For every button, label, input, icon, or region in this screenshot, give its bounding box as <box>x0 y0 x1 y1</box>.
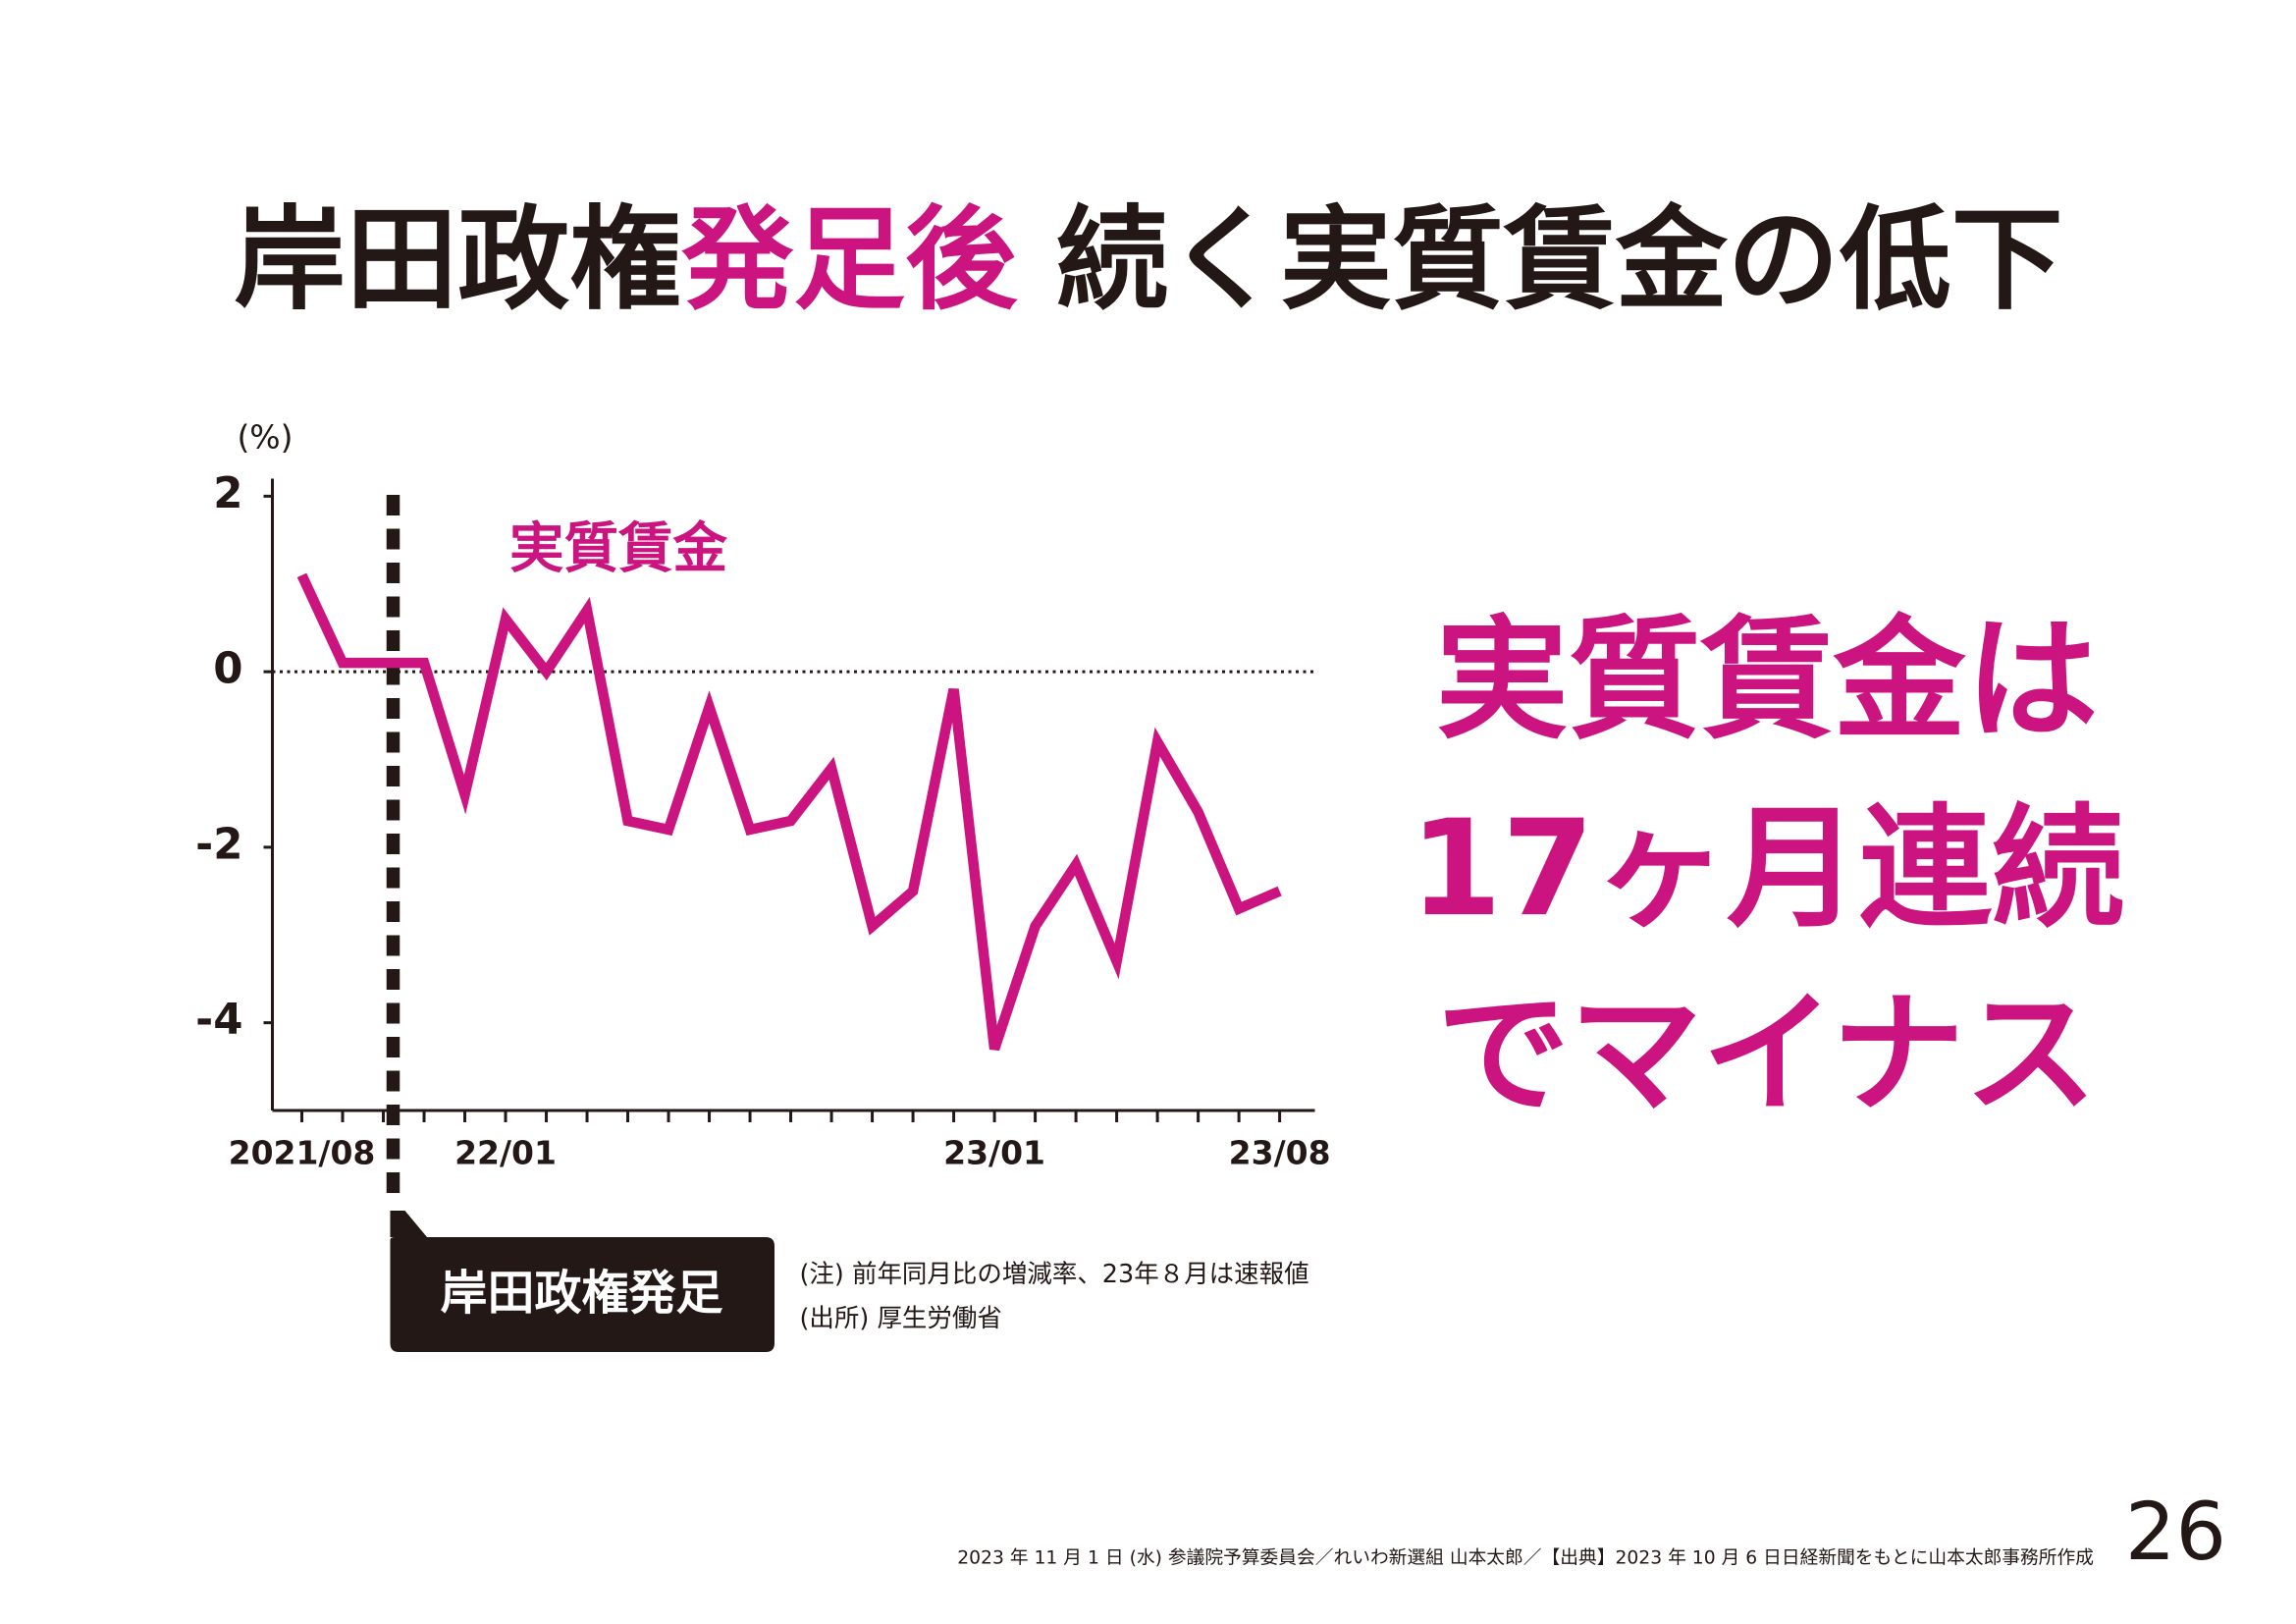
x-tick-label: 2021/08 <box>229 1133 376 1171</box>
x-tick-label: 23/08 <box>1229 1133 1331 1171</box>
annotation: 岸田政権発足 <box>441 1266 723 1321</box>
title-segment: 岸田政権 <box>234 194 681 325</box>
footer: 2023 年 11 月 1 日 (水) 参議院予算委員会／れいわ新選組 山本太郎… <box>957 1547 2094 1568</box>
y-tick-label: -4 <box>195 996 242 1045</box>
headline: 17ヶ月連続 <box>1410 791 2124 946</box>
note: (注) 前年同月比の増減率、23年８月は速報値 <box>800 1260 1309 1289</box>
x-tick-label: 22/01 <box>454 1133 557 1171</box>
y-tick-label: -2 <box>195 820 242 869</box>
title: 岸田政権発足後 続く実質賃金の低下 <box>234 194 2062 325</box>
line <box>296 572 1282 1052</box>
y-tick-label: 2 <box>213 469 242 518</box>
note: (出所) 厚生労働省 <box>800 1304 1002 1333</box>
y-tick-label: 0 <box>213 645 242 694</box>
title-segment: 発足後 <box>681 194 1018 325</box>
annotation-box <box>390 1210 775 1352</box>
series-label: 実質賃金 <box>509 517 727 581</box>
x-tick-label: 23/01 <box>943 1133 1045 1171</box>
title-segment: 続く実質賃金の低下 <box>1017 194 2063 325</box>
y-unit: (%) <box>237 417 293 456</box>
page-number: 26 <box>2125 1487 2226 1579</box>
headline: でマイナス <box>1437 977 2097 1131</box>
headline: 実質賃金は <box>1436 603 2099 757</box>
